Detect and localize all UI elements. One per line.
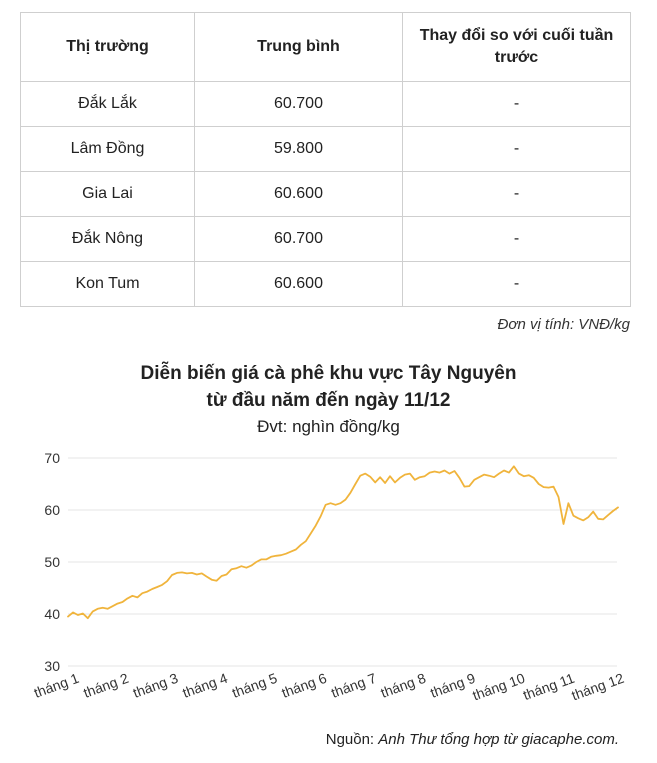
- price-series-line: [67, 465, 619, 620]
- y-tick-label: 70: [44, 450, 60, 466]
- x-tick-label: tháng 11: [521, 670, 577, 703]
- average-cell: 60.700: [194, 81, 403, 127]
- x-tick-label: tháng 2: [81, 670, 131, 701]
- x-tick-label: tháng 10: [470, 670, 527, 704]
- y-tick-label: 50: [44, 554, 60, 570]
- header-average: Trung bình: [194, 12, 403, 82]
- source-note: Nguồn: Anh Thư tổng hợp từ giacaphe.com.: [326, 731, 619, 748]
- change-cell: -: [402, 171, 631, 217]
- change-cell: -: [402, 126, 631, 172]
- x-tick-label: tháng 4: [180, 670, 230, 701]
- average-cell: 60.600: [194, 171, 403, 217]
- chart-title-line2: từ đầu năm đến ngày 11/12: [206, 390, 451, 411]
- market-cell: Kon Tum: [20, 261, 195, 307]
- change-cell: -: [402, 261, 631, 307]
- change-cell: -: [402, 81, 631, 127]
- header-change: Thay đổi so với cuối tuần trước: [402, 12, 631, 82]
- x-tick-label: tháng 12: [569, 670, 626, 704]
- table-row: Kon Tum 60.600 -: [20, 261, 631, 307]
- source-text: Anh Thư tổng hợp từ giacaphe.com.: [378, 731, 619, 748]
- x-tick-label: tháng 1: [32, 670, 82, 701]
- market-cell: Lâm Đồng: [20, 126, 195, 172]
- table-header-row: Thị trường Trung bình Thay đổi so với cu…: [20, 12, 631, 82]
- source-prefix: Nguồn:: [325, 731, 379, 748]
- table-row: Đắk Nông 60.700 -: [20, 216, 631, 262]
- table-row: Lâm Đồng 59.800 -: [20, 126, 631, 172]
- price-table: Thị trường Trung bình Thay đổi so với cu…: [20, 12, 631, 307]
- x-tick-label: tháng 5: [230, 670, 280, 701]
- y-tick-label: 60: [44, 502, 60, 518]
- table-row: Gia Lai 60.600 -: [20, 171, 631, 217]
- market-cell: Đắk Nông: [20, 216, 195, 262]
- x-tick-label: tháng 9: [428, 670, 478, 701]
- average-cell: 59.800: [194, 126, 403, 172]
- x-tick-label: tháng 3: [131, 670, 181, 701]
- y-tick-label: 30: [44, 658, 60, 674]
- chart-title: Diễn biến giá cà phê khu vực Tây Nguyên: [140, 363, 517, 384]
- change-cell: -: [402, 216, 631, 262]
- y-tick-label: 40: [44, 606, 60, 622]
- unit-note: Đơn vị tính: VNĐ/kg: [497, 316, 630, 333]
- average-cell: 60.700: [194, 216, 403, 262]
- chart-subtitle: Đvt: nghìn đồng/kg: [257, 417, 400, 436]
- market-cell: Gia Lai: [20, 171, 195, 217]
- x-tick-label: tháng 6: [279, 670, 329, 701]
- table-row: Đắk Lắk 60.700 -: [20, 81, 631, 127]
- x-tick-label: tháng 7: [329, 670, 379, 701]
- header-market: Thị trường: [20, 12, 195, 82]
- market-cell: Đắk Lắk: [20, 81, 195, 127]
- x-tick-label: tháng 8: [378, 670, 428, 701]
- average-cell: 60.600: [194, 261, 403, 307]
